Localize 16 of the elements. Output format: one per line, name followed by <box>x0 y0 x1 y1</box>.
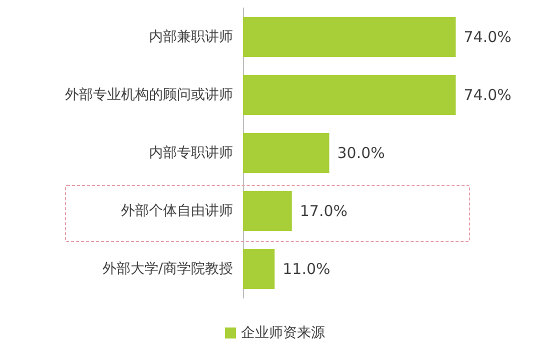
data-label: 30.0% <box>337 144 385 162</box>
y-tick-label: 内部兼职讲师 <box>149 29 233 45</box>
legend-label: 企业师资来源 <box>241 325 325 341</box>
data-label: 74.0% <box>464 86 512 104</box>
bar <box>243 75 456 115</box>
y-tick-label: 外部专业机构的顾问或讲师 <box>65 87 233 103</box>
y-tick-label: 外部个体自由讲师 <box>121 203 233 219</box>
bar <box>243 249 275 289</box>
y-tick-label: 内部专职讲师 <box>149 145 233 161</box>
bar <box>243 133 330 173</box>
y-tick-label: 外部大学/商学院教授 <box>102 261 233 277</box>
bar <box>243 191 292 231</box>
bar <box>243 17 456 57</box>
data-label: 17.0% <box>300 202 348 220</box>
data-label: 74.0% <box>464 28 512 46</box>
data-label: 11.0% <box>282 260 330 278</box>
